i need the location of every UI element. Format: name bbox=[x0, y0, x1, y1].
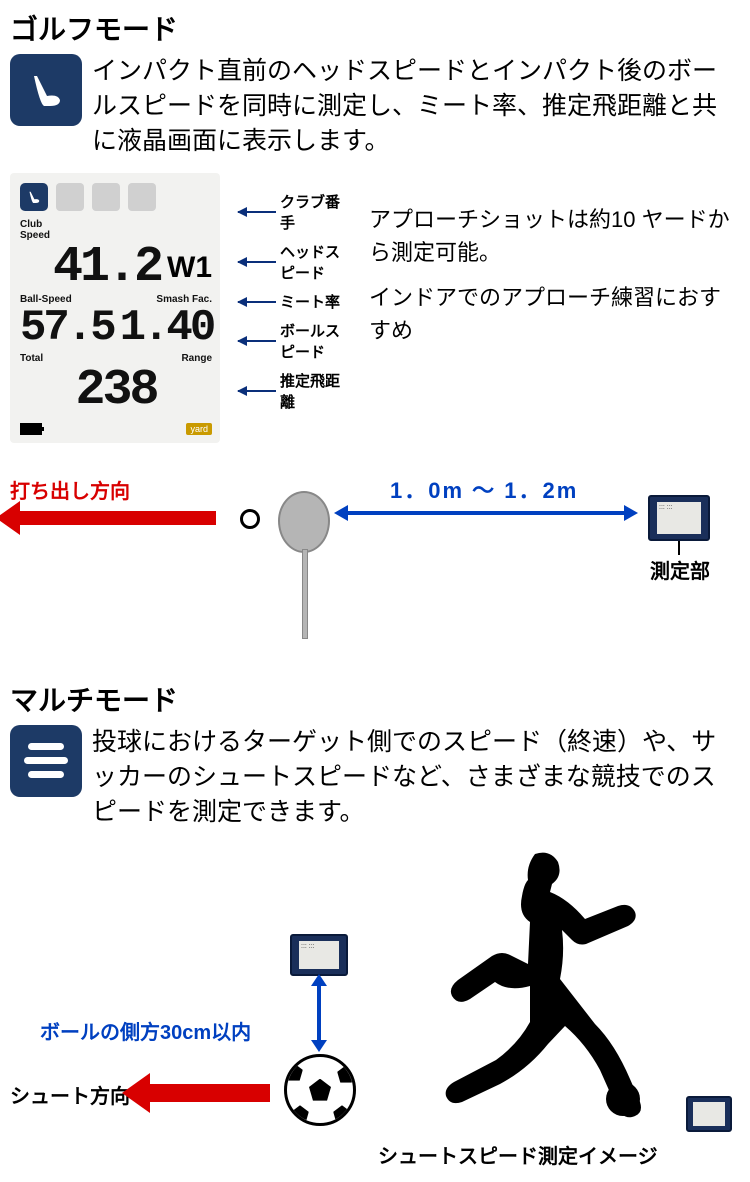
lcd-gray-icon bbox=[56, 183, 84, 211]
total-value: 238 bbox=[75, 368, 156, 413]
club-head-icon bbox=[278, 491, 330, 553]
device-label: 測定部 bbox=[650, 555, 710, 584]
multi-caption: シュートスピード測定イメージ bbox=[378, 1140, 658, 1169]
golf-club-icon bbox=[10, 54, 82, 126]
ball-speed-value: 57.5 bbox=[20, 309, 114, 349]
multi-desc: 投球におけるターゲット側でのスピード（終速）や、サッカーのシュートスピードなど、… bbox=[92, 725, 740, 830]
small-device-icon bbox=[686, 1096, 732, 1132]
battery-icon bbox=[20, 423, 42, 435]
multi-section: マルチモード 投球におけるターゲット側でのスピード（終速）や、サッカーのシュート… bbox=[10, 679, 740, 1174]
lcd-display: Club Speed 41.2 W1 Ball-Speed Smash Fac.… bbox=[10, 173, 220, 443]
launch-arrow-icon bbox=[16, 511, 216, 525]
golf-setup-diagram: 打ち出し方向 1．0m ～ 1．2m ::: ::: 測定部 bbox=[10, 459, 740, 639]
side-note-1: アプローチショットは約10 ヤードから測定可能。 bbox=[369, 203, 740, 269]
device-pointer-line bbox=[678, 541, 680, 555]
annot-head-speed: ヘッドスピード bbox=[238, 241, 351, 283]
golf-display-row: Club Speed 41.2 W1 Ball-Speed Smash Fac.… bbox=[10, 173, 740, 443]
annot-meet-rate: ミート率 bbox=[238, 291, 351, 312]
smash-value: 1.40 bbox=[120, 309, 214, 349]
club-speed-label: Club Speed bbox=[20, 219, 212, 241]
distance-label: 1．0m ～ 1．2m bbox=[390, 473, 578, 505]
shoot-arrow-head-icon bbox=[122, 1073, 150, 1113]
club-type: W1 bbox=[167, 251, 212, 285]
lcd-gray-icon bbox=[92, 183, 120, 211]
range-label: Range bbox=[181, 353, 212, 364]
multi-header: 投球におけるターゲット側でのスピード（終速）や、サッカーのシュートスピードなど、… bbox=[10, 725, 740, 830]
multi-lines-icon bbox=[10, 725, 82, 797]
annotation-column: クラブ番手 ヘッドスピード ミート率 ボールスピード 推定飛距離 bbox=[238, 173, 351, 412]
golf-title: ゴルフモード bbox=[10, 8, 740, 48]
golf-side-notes: アプローチショットは約10 ヤードから測定可能。 インドアでのアプローチ練習にお… bbox=[369, 173, 740, 347]
measuring-device-icon: ::: ::: bbox=[648, 495, 710, 541]
golf-ball-icon bbox=[240, 509, 260, 529]
launch-direction-label: 打ち出し方向 bbox=[10, 475, 130, 504]
lcd-gray-icon bbox=[128, 183, 156, 211]
club-shaft-icon bbox=[302, 549, 308, 639]
annot-club-type: クラブ番手 bbox=[238, 191, 351, 233]
shoot-arrow-icon bbox=[146, 1084, 270, 1102]
side-note-2: インドアでのアプローチ練習におすすめ bbox=[369, 281, 740, 347]
multi-setup-diagram: ::: ::: ボールの側方30cm以内 シュート方向 シュートスピード測定イメ… bbox=[10, 844, 740, 1174]
shoot-direction-label: シュート方向 bbox=[10, 1080, 130, 1109]
total-label: Total bbox=[20, 353, 43, 364]
soccer-ball-icon bbox=[284, 1054, 356, 1126]
golf-section: ゴルフモード インパクト直前のヘッドスピードとインパクト後のボールスピードを同時… bbox=[10, 8, 740, 639]
distance-arrow-icon bbox=[346, 511, 626, 515]
side-distance-label: ボールの側方30cm以内 bbox=[40, 1016, 251, 1045]
vertical-distance-arrow-icon bbox=[317, 984, 321, 1042]
lcd-golf-icon bbox=[20, 183, 48, 211]
annot-distance: 推定飛距離 bbox=[238, 370, 351, 412]
yard-badge: yard bbox=[186, 423, 212, 435]
small-ball-icon bbox=[606, 1082, 640, 1116]
annot-ball-speed: ボールスピード bbox=[238, 320, 351, 362]
multi-title: マルチモード bbox=[10, 679, 740, 719]
golf-desc: インパクト直前のヘッドスピードとインパクト後のボールスピードを同時に測定し、ミー… bbox=[92, 54, 740, 159]
top-device-icon: ::: ::: bbox=[290, 934, 348, 976]
club-speed-value: 41.2 bbox=[53, 245, 161, 290]
golf-header: インパクト直前のヘッドスピードとインパクト後のボールスピードを同時に測定し、ミー… bbox=[10, 54, 740, 159]
